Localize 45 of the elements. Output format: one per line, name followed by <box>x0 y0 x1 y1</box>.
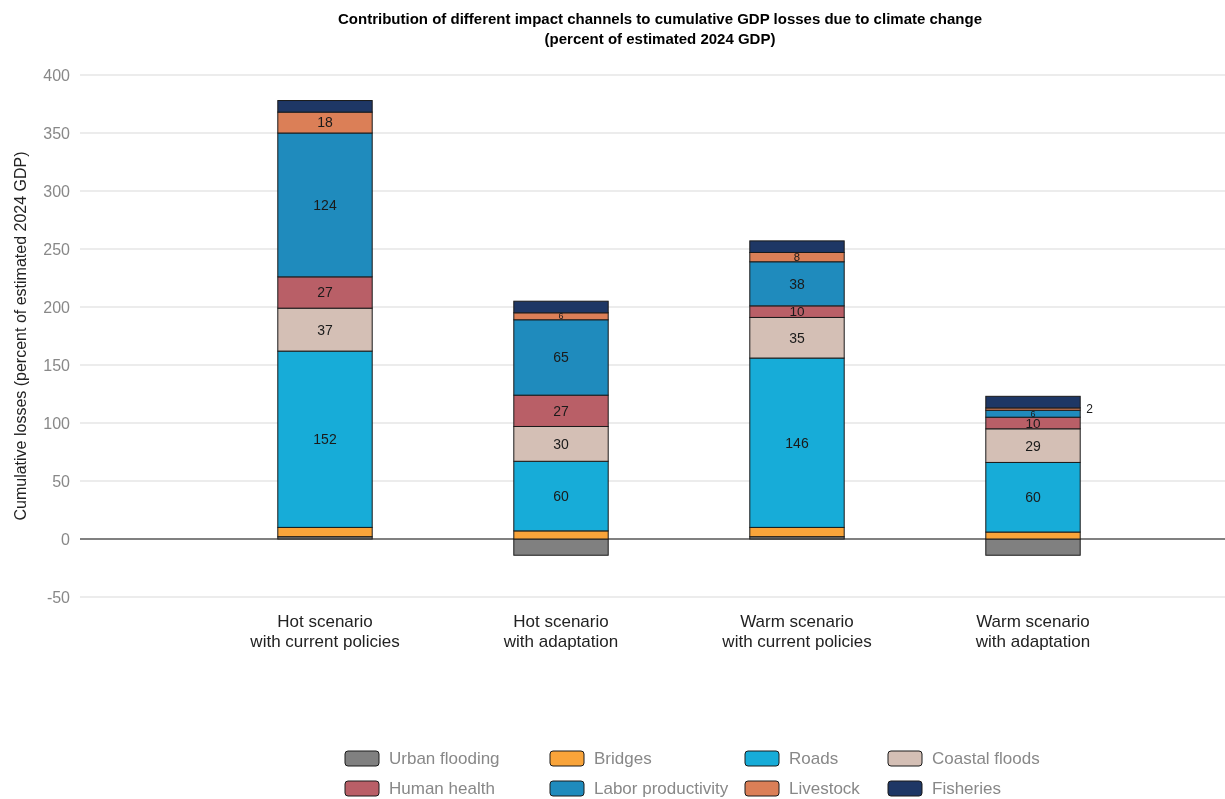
x-tick-label: Hot scenario with adaptation <box>502 612 619 651</box>
y-tick-label: 50 <box>52 472 71 490</box>
chart-subtitle: (percent of estimated 2024 GDP) <box>544 30 776 47</box>
bar <box>985 395 1081 409</box>
legend-label: Urban flooding <box>389 748 500 768</box>
data-label: 18 <box>317 114 333 131</box>
y-tick-label: -50 <box>46 588 71 606</box>
legend-label: Labor productivity <box>594 778 729 798</box>
y-tick-label: 100 <box>43 414 71 432</box>
data-label: 2 <box>1086 402 1094 417</box>
data-label: 27 <box>317 284 333 301</box>
data-label: 38 <box>789 275 805 292</box>
y-tick-label: 200 <box>43 298 71 316</box>
legend-label: Human health <box>389 778 495 798</box>
data-label: 10 <box>789 304 805 320</box>
data-label: 35 <box>789 329 805 346</box>
data-label: 124 <box>313 196 337 213</box>
legend-label: Livestock <box>789 778 861 798</box>
y-tick-label: 300 <box>43 182 71 200</box>
legend-label: Coastal floods <box>932 748 1040 768</box>
data-label: 29 <box>1025 437 1041 454</box>
data-label: 37 <box>317 321 333 338</box>
data-label: 60 <box>1025 489 1041 506</box>
legend-label: Fisheries <box>932 778 1001 798</box>
y-tick-label: 250 <box>43 240 71 258</box>
y-tick-label: 350 <box>43 124 71 142</box>
data-label: 60 <box>553 487 569 504</box>
legend-label: Roads <box>789 748 839 768</box>
legend-label: Bridges <box>594 748 652 768</box>
data-label: 27 <box>553 402 569 419</box>
y-tick-label: 400 <box>43 66 71 84</box>
data-label: 65 <box>553 349 569 366</box>
y-tick-label: 0 <box>61 530 71 548</box>
data-label: 8 <box>793 251 801 264</box>
y-axis-title: Cumulative losses (percent of estimated 2024 GDP) <box>12 151 29 521</box>
x-tick-label: Hot scenario with current policies <box>249 612 400 651</box>
data-label: 146 <box>785 434 809 451</box>
data-label: 30 <box>553 435 569 452</box>
x-tick-label: Warm scenario with adaptation <box>974 612 1091 651</box>
x-tick-label: Warm scenario with current policies <box>721 612 872 651</box>
chart-title: Contribution of different impact channels to cumulative GDP losses due to climate change <box>338 10 982 27</box>
data-label: 152 <box>313 431 337 448</box>
data-label: 6 <box>1030 408 1036 419</box>
y-tick-label: 150 <box>43 356 71 374</box>
data-label: 6 <box>558 311 564 322</box>
